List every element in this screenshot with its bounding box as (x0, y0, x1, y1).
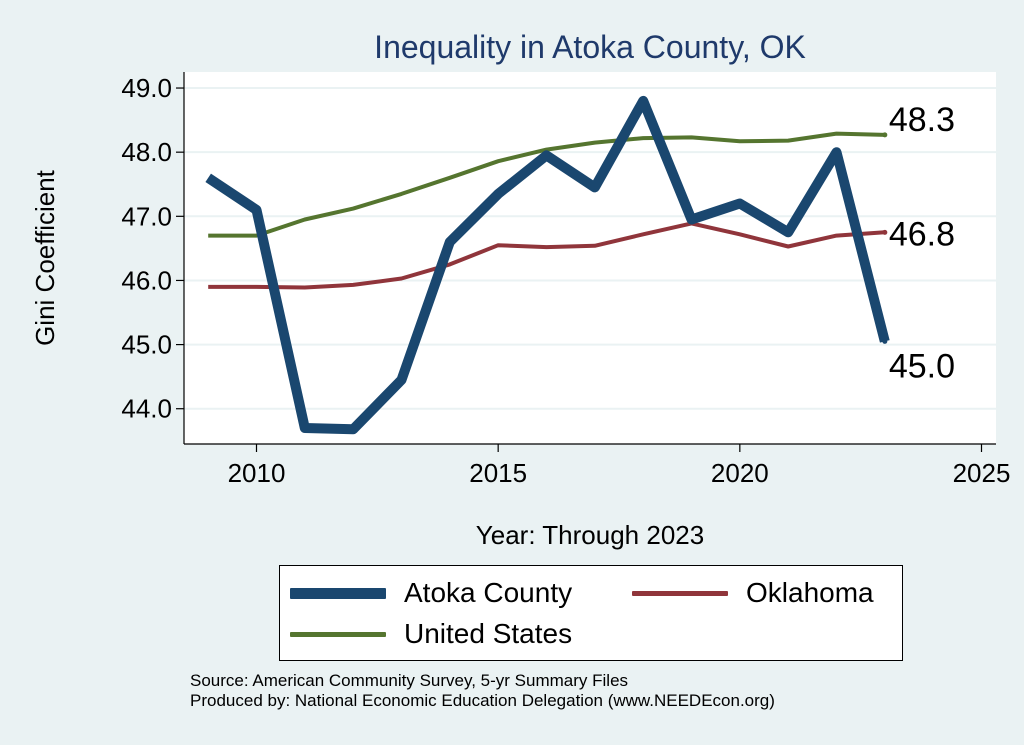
series-lines (205, 95, 890, 435)
y-tick-label: 46.0 (121, 265, 172, 295)
series-end-point-oklahoma (882, 229, 888, 235)
source-line-2: Produced by: National Economic Education… (190, 691, 775, 710)
end-label-united-states: 48.3 (889, 101, 955, 139)
source-line-1: Source: American Community Survey, 5-yr … (190, 671, 629, 690)
legend-label-united-states: United States (404, 618, 573, 649)
x-tick-label: 2010 (228, 458, 286, 488)
x-tick-label: 2020 (711, 458, 769, 488)
x-tick-label: 2015 (469, 458, 527, 488)
legend-label-atoka-county: Atoka County (404, 577, 573, 608)
series-line-oklahoma (208, 221, 885, 290)
y-tick-label: 48.0 (121, 137, 172, 167)
y-tick-label: 49.0 (121, 73, 172, 103)
series-line-united-states (208, 131, 885, 238)
x-axis-label: Year: Through 2023 (476, 520, 704, 550)
y-tick-label: 44.0 (121, 394, 172, 424)
legend-item-atoka-county: Atoka County (290, 576, 572, 610)
y-tick-label: 47.0 (121, 201, 172, 231)
legend-swatch-atoka-county (290, 587, 386, 599)
y-axis-label: Gini Coefficient (30, 169, 60, 346)
series-end-point-atoka-county (882, 338, 888, 344)
y-tick-label: 45.0 (121, 330, 172, 360)
axes: 44.0 45.0 46.0 47.0 48.0 49.0 2010 2015 2020 2025 (121, 72, 1010, 488)
legend-label-oklahoma: Oklahoma (746, 577, 874, 608)
plot-background (184, 72, 996, 444)
legend-item-oklahoma: Oklahoma (632, 576, 874, 610)
chart-title: Inequality in Atoka County, OK (374, 29, 806, 65)
end-label-atoka-county: 45.0 (889, 347, 955, 385)
end-label-oklahoma: 46.8 (889, 215, 955, 253)
x-tick-label: 2025 (953, 458, 1011, 488)
legend-item-united-states: United States (290, 617, 572, 651)
series-end-point-united-states (882, 132, 888, 138)
series-line-atoka-county (205, 95, 890, 435)
legend: Atoka County Oklahoma United States (279, 565, 903, 661)
legend-swatch-united-states (290, 631, 386, 637)
legend-swatch-oklahoma (632, 590, 728, 596)
source-note: Source: American Community Survey, 5-yr … (190, 671, 775, 711)
end-labels: 45.0 46.8 48.3 (889, 101, 955, 386)
